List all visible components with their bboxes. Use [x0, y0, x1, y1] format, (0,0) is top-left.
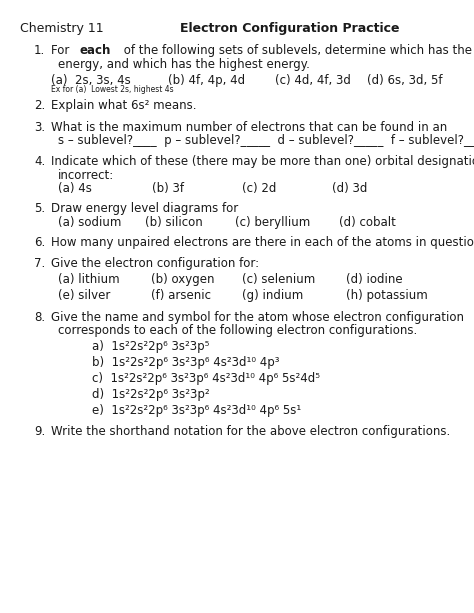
Text: (a) 4s: (a) 4s [58, 182, 91, 195]
Text: (a)  2s, 3s, 4s: (a) 2s, 3s, 4s [51, 74, 131, 87]
Text: (d) iodine: (d) iodine [346, 273, 402, 286]
Text: d)  1s²2s²2p⁶ 3s²3p²: d) 1s²2s²2p⁶ 3s²3p² [92, 388, 210, 401]
Text: s – sublevel?____  p – sublevel?_____  d – sublevel?_____  f – sublevel?______: s – sublevel?____ p – sublevel?_____ d –… [58, 134, 474, 147]
Text: b)  1s²2s²2p⁶ 3s²3p⁶ 4s²3d¹⁰ 4p³: b) 1s²2s²2p⁶ 3s²3p⁶ 4s²3d¹⁰ 4p³ [92, 356, 280, 369]
Text: (c) beryllium: (c) beryllium [235, 216, 310, 229]
Text: (a) sodium: (a) sodium [58, 216, 121, 229]
Text: (c) selenium: (c) selenium [242, 273, 315, 286]
Text: (h) potassium: (h) potassium [346, 289, 428, 302]
Text: (b) 4f, 4p, 4d: (b) 4f, 4p, 4d [168, 74, 246, 87]
Text: corresponds to each of the following electron configurations.: corresponds to each of the following ele… [58, 324, 417, 337]
Text: 3.: 3. [34, 121, 45, 134]
Text: (c) 2d: (c) 2d [242, 182, 276, 195]
Text: 2.: 2. [34, 99, 46, 112]
Text: Give the electron configuration for:: Give the electron configuration for: [51, 257, 259, 270]
Text: Give the name and symbol for the atom whose electron configuration: Give the name and symbol for the atom wh… [51, 311, 464, 324]
Text: a)  1s²2s²2p⁶ 3s²3p⁵: a) 1s²2s²2p⁶ 3s²3p⁵ [92, 340, 210, 353]
Text: each: each [80, 44, 111, 57]
Text: (b) oxygen: (b) oxygen [151, 273, 214, 286]
Text: (f) arsenic: (f) arsenic [151, 289, 211, 302]
Text: e)  1s²2s²2p⁶ 3s²3p⁶ 4s²3d¹⁰ 4p⁶ 5s¹: e) 1s²2s²2p⁶ 3s²3p⁶ 4s²3d¹⁰ 4p⁶ 5s¹ [92, 404, 301, 417]
Text: Write the shorthand notation for the above electron configurations.: Write the shorthand notation for the abo… [51, 425, 450, 438]
Text: 6.: 6. [34, 236, 46, 249]
Text: 7.: 7. [34, 257, 46, 270]
Text: (g) indium: (g) indium [242, 289, 303, 302]
Text: 4.: 4. [34, 155, 46, 168]
Text: energy, and which has the highest energy.: energy, and which has the highest energy… [58, 58, 310, 70]
Text: (e) silver: (e) silver [58, 289, 110, 302]
Text: Electron Configuration Practice: Electron Configuration Practice [180, 22, 400, 35]
Text: How many unpaired electrons are there in each of the atoms in question 5?: How many unpaired electrons are there in… [51, 236, 474, 249]
Text: 1.: 1. [34, 44, 46, 57]
Text: Draw energy level diagrams for: Draw energy level diagrams for [51, 202, 238, 215]
Text: (c) 4d, 4f, 3d: (c) 4d, 4f, 3d [275, 74, 351, 87]
Text: 9.: 9. [34, 425, 46, 438]
Text: Indicate which of these (there may be more than one) orbital designations is: Indicate which of these (there may be mo… [51, 155, 474, 168]
Text: For: For [51, 44, 73, 57]
Text: 5.: 5. [34, 202, 45, 215]
Text: (b) silicon: (b) silicon [145, 216, 202, 229]
Text: (b) 3f: (b) 3f [152, 182, 184, 195]
Text: (d) 6s, 3d, 5f: (d) 6s, 3d, 5f [367, 74, 443, 87]
Text: c)  1s²2s²2p⁶ 3s²3p⁶ 4s²3d¹⁰ 4p⁶ 5s²4d⁵: c) 1s²2s²2p⁶ 3s²3p⁶ 4s²3d¹⁰ 4p⁶ 5s²4d⁵ [92, 372, 320, 385]
Text: (a) lithium: (a) lithium [58, 273, 119, 286]
Text: incorrect:: incorrect: [58, 169, 114, 181]
Text: 8.: 8. [34, 311, 45, 324]
Text: Chemistry 11: Chemistry 11 [20, 22, 103, 35]
Text: (d) 3d: (d) 3d [332, 182, 367, 195]
Text: (d) cobalt: (d) cobalt [339, 216, 396, 229]
Text: Explain what 6s² means.: Explain what 6s² means. [51, 99, 197, 112]
Text: What is the maximum number of electrons that can be found in an: What is the maximum number of electrons … [51, 121, 447, 134]
Text: Ex for (a)  Lowest 2s, highest 4s: Ex for (a) Lowest 2s, highest 4s [51, 85, 174, 94]
Text: of the following sets of sublevels, determine which has the lowest: of the following sets of sublevels, dete… [120, 44, 474, 57]
